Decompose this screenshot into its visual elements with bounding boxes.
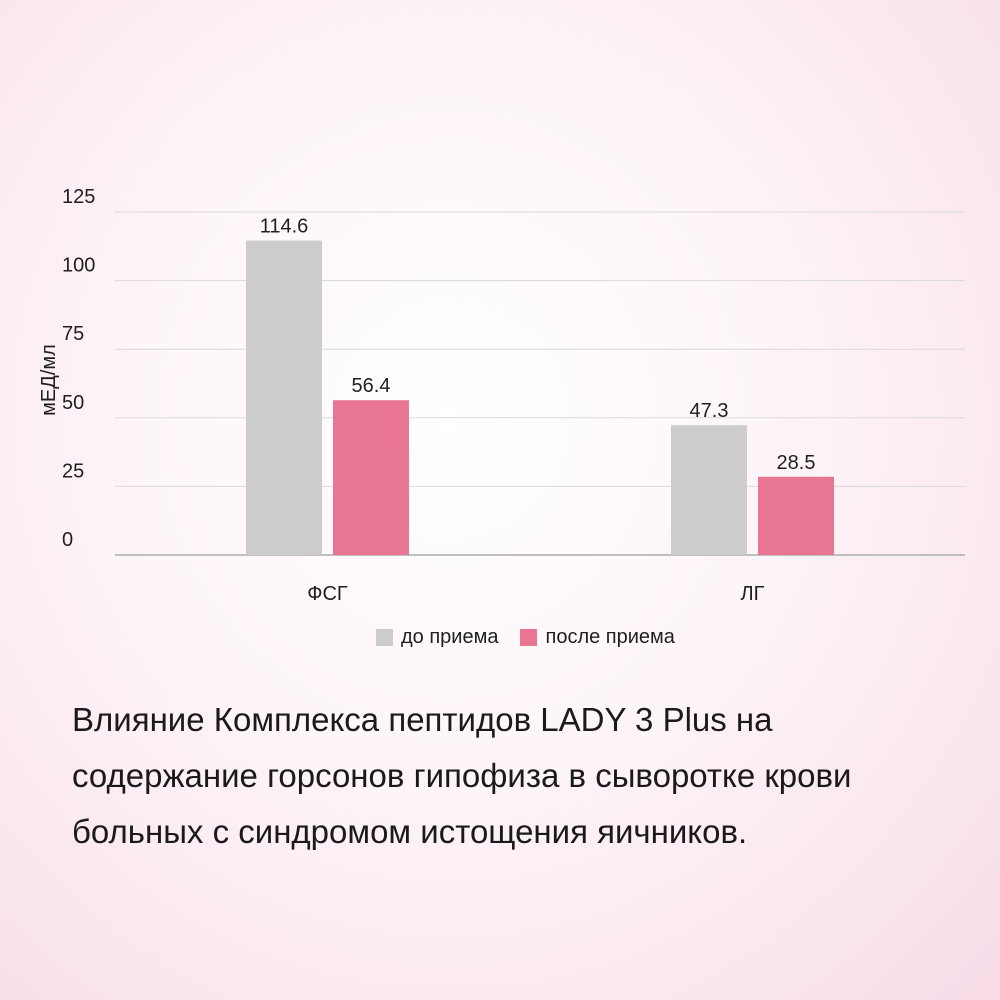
y-tick-label: 125 [62,186,95,208]
legend-item-after: после приема [520,626,675,649]
x-tick-label: ФСГ [307,583,348,605]
bars [246,240,834,555]
bar-value-label: 28.5 [777,452,816,474]
y-axis-label: мЕД/мл [38,344,60,416]
y-tick-label: 25 [62,460,84,482]
gridlines [115,211,965,556]
bar-value-label: 56.4 [352,375,391,397]
y-tick-label: 0 [62,529,73,551]
y-tick-label: 100 [62,255,95,277]
legend: до приема после приема [376,626,675,649]
y-tick-label: 50 [62,392,84,414]
legend-label-after: после приема [545,626,675,648]
x-axis-tick-labels: ФСГ ЛГ [307,583,764,605]
bar-before-0 [246,240,322,555]
bar-before-1 [671,425,747,555]
bar-chart: 0 25 50 75 100 125 мЕД/мл 114.6 56.4 47.3 28.5 Ф… [38,186,965,605]
legend-label-before: до приема [401,626,499,648]
chart-caption: Влияние Комплекса пептидов LADY 3 Plus н… [72,701,852,850]
legend-swatch-after [520,629,538,646]
bar-after-0 [333,400,409,555]
bar-after-1 [758,476,834,555]
bar-value-label: 47.3 [690,400,729,422]
legend-item-before: до приема [376,626,498,649]
legend-swatch-before [376,629,393,646]
y-tick-label: 75 [62,323,84,345]
y-axis-tick-labels: 0 25 50 75 100 125 [62,186,95,551]
x-tick-label: ЛГ [741,583,765,605]
bar-value-label: 114.6 [260,216,309,238]
bar-value-labels: 114.6 56.4 47.3 28.5 [260,216,816,474]
